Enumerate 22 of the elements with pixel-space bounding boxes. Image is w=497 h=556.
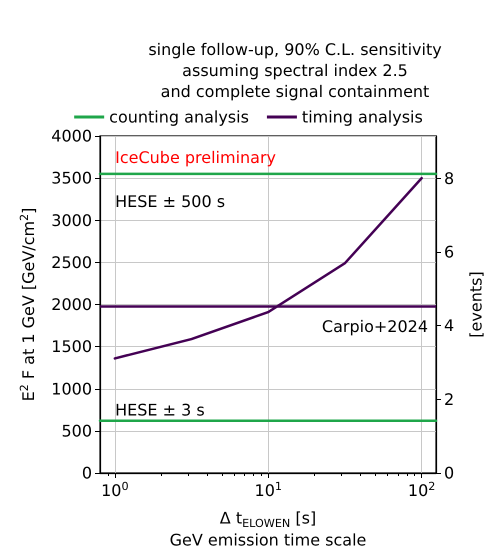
y2-axis-title: [events]: [466, 271, 486, 338]
annotation: HESE ± 500 s: [115, 192, 226, 211]
y2-tick-label: 6: [444, 242, 454, 262]
y-tick-label: 3500: [51, 168, 92, 188]
ref-line-label: Carpio+2024: [322, 317, 428, 336]
annotation: HESE ± 3 s: [115, 400, 205, 420]
legend-label: counting analysis: [109, 108, 249, 126]
y-tick-label: 1000: [51, 379, 92, 398]
y2-tick-label: 4: [444, 316, 454, 336]
y-tick-label: 0: [82, 464, 92, 482]
y-tick-label: 3000: [51, 210, 92, 230]
y2-tick-label: 8: [444, 168, 454, 188]
y-axis-title: E2 F at 1 GeV [GeV/cm2]: [18, 208, 38, 402]
y-tick-label: 2000: [51, 295, 92, 314]
annotation: IceCube preliminary: [115, 148, 276, 167]
y2-tick-label: 0: [444, 464, 454, 482]
y-tick-label: 2500: [51, 252, 92, 272]
legend-label: timing analysis: [302, 108, 423, 126]
y-tick-label: 500: [61, 421, 92, 440]
y-tick-label: 1500: [51, 337, 92, 356]
y2-tick-label: 2: [444, 390, 454, 409]
y-tick-label: 4000: [51, 126, 92, 146]
